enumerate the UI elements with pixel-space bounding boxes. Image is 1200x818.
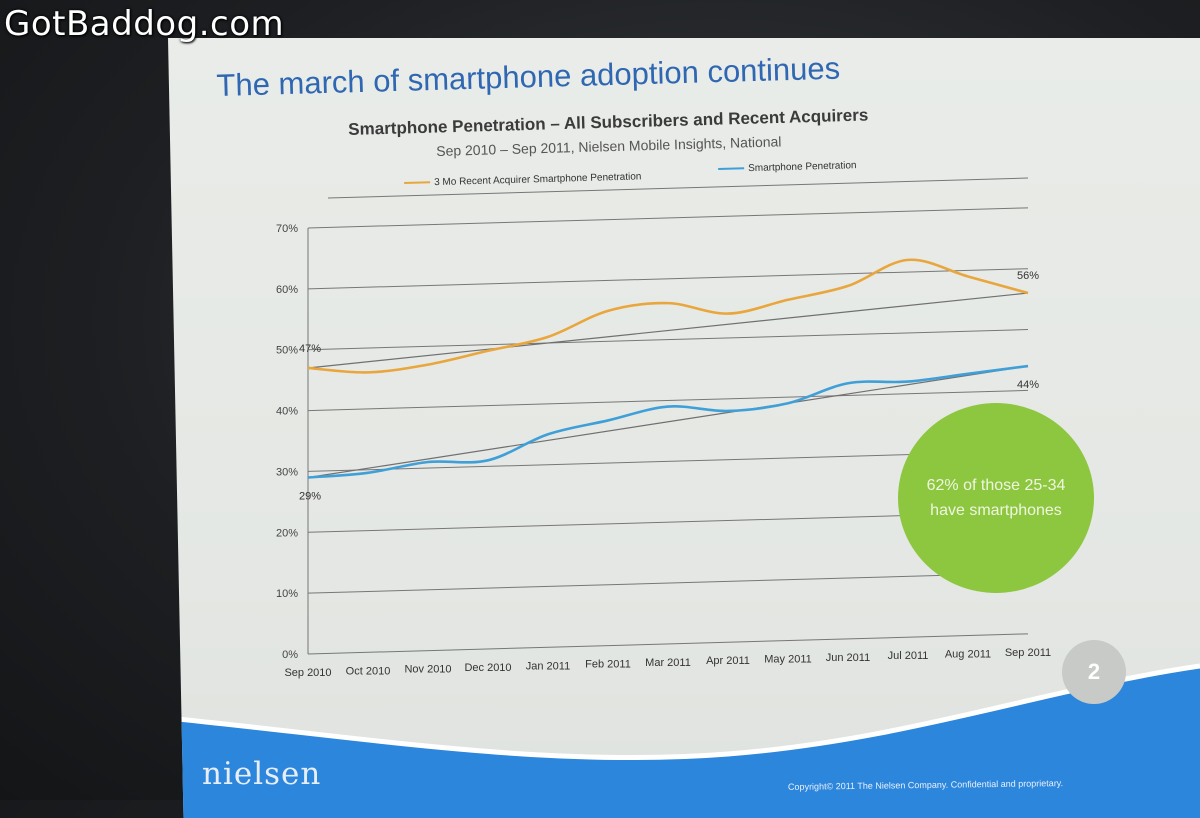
x-tick-label: May 2011 xyxy=(764,654,812,666)
end-label-1: 44% xyxy=(1017,379,1039,391)
y-tick-label: 30% xyxy=(276,466,298,478)
x-tick-label: Sep 2010 xyxy=(284,667,331,679)
x-tick-label: Apr 2011 xyxy=(706,655,750,667)
x-tick-label: Nov 2010 xyxy=(404,664,451,676)
gridline xyxy=(307,207,1029,229)
series-line-1 xyxy=(307,364,1029,479)
x-tick-label: Jan 2011 xyxy=(526,660,570,672)
trend-line-1 xyxy=(307,365,1029,479)
y-tick-label: 70% xyxy=(276,223,298,235)
y-tick-label: 10% xyxy=(276,588,298,600)
start-label-1: 29% xyxy=(299,491,321,503)
y-tick-label: 40% xyxy=(276,406,298,418)
y-tick-label: 0% xyxy=(282,649,298,661)
x-tick-label: Aug 2011 xyxy=(945,649,991,661)
gridline xyxy=(307,389,1029,412)
end-label-0: 56% xyxy=(1017,270,1039,282)
legend-rule xyxy=(327,177,1029,199)
start-label-0: 47% xyxy=(299,343,321,355)
y-tick-label: 50% xyxy=(276,345,298,357)
y-tick-label: 60% xyxy=(276,284,298,296)
x-tick-label: Mar 2011 xyxy=(645,657,691,669)
x-tick-label: Dec 2010 xyxy=(464,662,511,674)
x-tick-label: Sep 2011 xyxy=(1005,647,1051,659)
y-tick-label: 20% xyxy=(276,527,298,539)
gridline xyxy=(307,633,1029,655)
gridline xyxy=(307,268,1029,290)
nielsen-logo: nielsen xyxy=(202,756,322,792)
gridline xyxy=(307,572,1029,594)
x-tick-label: Feb 2011 xyxy=(585,659,631,671)
trend-line-0 xyxy=(307,292,1029,369)
x-tick-label: Oct 2010 xyxy=(346,665,391,677)
line-chart: 0% 10% 20% 30% 40% 50% 60% 70% Sep 2010 Oct 2010 N… xyxy=(276,177,1051,679)
callout-bubble: 62% of those 25-34 have smartphones xyxy=(898,403,1094,593)
footer-wave xyxy=(168,663,1200,818)
gridline xyxy=(307,329,1029,351)
x-tick-label: Jul 2011 xyxy=(888,650,929,662)
x-tick-label: Jun 2011 xyxy=(826,652,870,664)
presentation-slide: The march of smartphone adoption continu… xyxy=(168,38,1200,818)
callout-text: 62% of those 25-34 have smartphones xyxy=(926,477,1066,519)
site-watermark: GotBaddog.com xyxy=(4,4,285,44)
series-line-0 xyxy=(307,258,1029,374)
page-number: 2 xyxy=(1062,640,1126,704)
